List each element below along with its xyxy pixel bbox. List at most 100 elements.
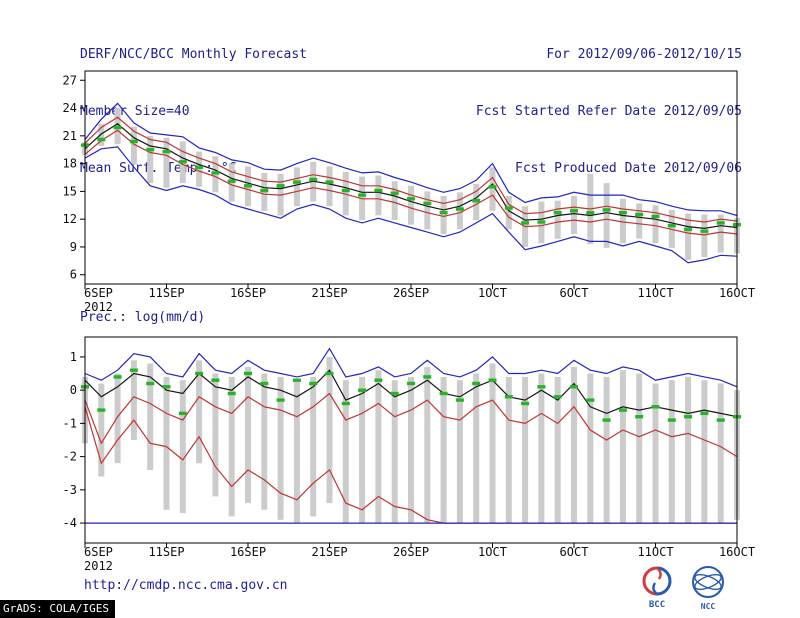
y-tick-label: 24 (63, 101, 77, 115)
ensemble-spread-bar (391, 380, 398, 524)
ensemble-spread-bar (196, 360, 203, 464)
ensemble-spread-bar (261, 373, 268, 510)
ensemble-spread-bar (717, 214, 724, 253)
x-tick-label: 6SEP (84, 286, 113, 300)
ensemble-spread-bar (456, 192, 463, 230)
ensemble-spread-bar (98, 383, 105, 477)
ensemble-spread-bar (212, 373, 219, 497)
grads-credit-badge: GrADS: COLA/IGES (0, 600, 115, 618)
x-tick-label: 16SEP (230, 286, 266, 300)
ensemble-spread-bar (310, 376, 317, 517)
y-tick-label: -2 (63, 450, 77, 464)
ensemble-spread-bar (554, 200, 561, 239)
y-tick-label: 6 (70, 268, 77, 282)
bcc-logo-icon: BCC (642, 566, 672, 610)
ensemble-spread-bar (538, 373, 545, 523)
x-tick-label: 6OCT (560, 286, 589, 300)
ensemble-spread-bar (440, 196, 447, 234)
series-member-min-line (84, 146, 738, 264)
ensemble-spread-bar (147, 135, 154, 183)
y-tick-label: 27 (63, 73, 77, 87)
x-tick-label: 6OCT (560, 545, 589, 559)
ensemble-spread-bar (293, 167, 300, 207)
ensemble-spread-bar (147, 363, 154, 470)
x-tick-label: 11SEP (148, 545, 184, 559)
series-ensemble-mean-line (84, 123, 738, 230)
ensemble-spread-bar (636, 373, 643, 523)
ensemble-spread-bar (196, 151, 203, 187)
series-lower-tercile-line (84, 392, 738, 458)
precip-panel-label: Prec.: log(mm/d) (80, 310, 206, 325)
y-tick-label: 0 (70, 383, 77, 397)
website-link[interactable]: http://cmdp.ncc.cma.gov.cn (84, 578, 288, 593)
ensemble-spread-bar (163, 137, 170, 188)
ensemble-spread-bar (326, 166, 333, 207)
ensemble-spread-bar (391, 181, 398, 221)
ensemble-spread-bar (245, 366, 251, 504)
x-tick-label: 26SEP (393, 545, 429, 559)
ensemble-spread-bar (179, 380, 186, 514)
y-tick-label: -3 (63, 483, 77, 497)
x-tick-label: 11OCT (637, 545, 673, 559)
x-tick-label: 16OCT (719, 545, 755, 559)
x-tick-label: 16OCT (719, 286, 755, 300)
y-tick-label: 9 (70, 240, 77, 254)
ensemble-spread-bar (717, 383, 724, 523)
ensemble-spread-bar (505, 376, 512, 524)
ensemble-spread-bar (571, 366, 577, 524)
ensemble-spread-bar (375, 370, 382, 523)
ensemble-spread-bar (636, 203, 643, 239)
y-tick-label: -1 (63, 416, 77, 430)
ensemble-spread-bar (587, 373, 594, 523)
ensemble-spread-bar (489, 167, 496, 211)
ensemble-spread-bar (505, 196, 512, 230)
ensemble-spread-bar (473, 373, 480, 523)
fcst-ref-date-label: Fcst Started Refer Date 2012/09/05 (475, 104, 742, 119)
chart-panel-temperature: 6 9 12 15 18 21 24 27 6SEP 11SEP 16SEP 21SEP 26SEP 1O… (63, 70, 755, 314)
page-title: DERF/NCC/BCC Monthly Forecast (80, 47, 307, 62)
ensemble-spread-bar (130, 126, 137, 165)
ensemble-spread-bar (326, 356, 333, 504)
x-tick-label: 11OCT (637, 286, 673, 300)
ensemble-spread-bar (424, 191, 431, 230)
ensemble-spread-bar (652, 383, 659, 523)
x-tick-label: 21SEP (311, 545, 347, 559)
y-tick-label: 15 (63, 184, 77, 198)
ensemble-spread-bar (619, 198, 626, 244)
ensemble-spread-bar (668, 380, 675, 524)
series-upper-tercile-line (84, 116, 738, 223)
ensemble-spread-bar (522, 376, 529, 524)
header-right: For 2012/09/06-2012/10/15 Fcst Started R… (476, 7, 742, 216)
x-tick-label: 1OCT (478, 545, 507, 559)
x-tick-label: 21SEP (311, 286, 347, 300)
series-member-max-line (84, 102, 738, 217)
x-tick-label: 6SEP (84, 545, 113, 559)
ensemble-spread-bar (130, 360, 137, 440)
ensemble-spread-bar (701, 380, 708, 524)
ncc-logo-label: NCC (701, 602, 716, 611)
ensemble-spread-bar (98, 123, 105, 146)
y-tick-label: 12 (63, 212, 77, 226)
ensemble-spread-bar (424, 366, 431, 524)
ensemble-spread-bar (277, 376, 284, 520)
y-tick-label: 21 (63, 129, 77, 143)
bcc-logo-label: BCC (649, 600, 665, 610)
ensemble-spread-bar (701, 214, 708, 258)
ensemble-spread-bar (228, 376, 235, 517)
x-tick-label: 1OCT (478, 286, 507, 300)
ensemble-spread-bar (163, 376, 170, 510)
ensemble-spread-bar (359, 376, 366, 524)
y-tick-label: 1 (70, 350, 77, 364)
chart-panel-precipitation: 1 0 -1 -2 -3 -4 6SEP 11SEP 16SEP 21SEP 26SEP 1OCT 6O… (63, 336, 755, 573)
ensemble-spread-bar (293, 380, 300, 524)
x-year-label: 2012 (84, 559, 113, 573)
ensemble-spread-bar (619, 370, 626, 523)
forecast-period-label: For 2012/09/06-2012/10/15 (546, 47, 742, 62)
ensemble-spread-bar (603, 376, 610, 524)
ensemble-spread-bar (685, 376, 692, 524)
series-lower-tercile-line (84, 129, 738, 236)
ncc-logo-icon: NCC (692, 566, 724, 611)
x-tick-label: 26SEP (393, 286, 429, 300)
ensemble-spread-bar (652, 205, 659, 244)
